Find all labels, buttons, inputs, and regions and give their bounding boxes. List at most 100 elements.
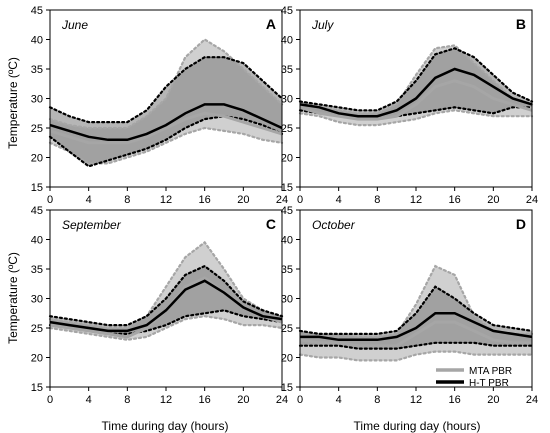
x-tick-label-d-12: 12 xyxy=(410,394,422,406)
x-tick-label-a-8: 8 xyxy=(124,194,130,206)
x-tick-label-d-20: 20 xyxy=(487,394,499,406)
panel-a: 0 4 8 12 16 20 24 15 20 25 30 35 40 45 June A xyxy=(31,5,288,206)
y-axis-label-bottom: Temperature (ºC) xyxy=(6,252,20,344)
max-ht-d xyxy=(298,285,534,335)
x-tick-label-a-0: 0 xyxy=(47,194,53,206)
y-tick-label-b-40: 40 xyxy=(281,35,293,47)
mean-mta-d xyxy=(299,320,532,348)
max-mta-a xyxy=(48,38,284,130)
min-mta-a xyxy=(48,126,284,165)
y-tick-label-a-35: 35 xyxy=(31,64,43,76)
y-tick-label-a-45: 45 xyxy=(31,5,43,17)
panel-b: 0 4 8 12 16 20 24 15 20 25 30 35 40 45 July B xyxy=(281,5,538,206)
x-tick-label-a-12: 12 xyxy=(160,194,172,206)
band-ht-d xyxy=(300,286,532,349)
x-tick-label-c-24: 24 xyxy=(276,394,288,406)
x-axis-label-left: Time during day (hours) xyxy=(102,419,229,433)
y-tick-label-b-30: 30 xyxy=(281,94,293,106)
x-tick-label-d-8: 8 xyxy=(374,394,380,406)
mean-ht-a xyxy=(49,103,283,142)
legend: MTA PBR H-T PBR xyxy=(436,366,512,389)
legend-label-mta: MTA PBR xyxy=(469,366,512,377)
y-tick-label-c-30: 30 xyxy=(31,294,43,306)
panel-d: 0 4 8 12 16 20 24 15 20 25 30 35 40 45 October D xyxy=(281,205,538,406)
x-tick-label-a-16: 16 xyxy=(199,194,211,206)
min-mta-b xyxy=(298,109,534,127)
x-tick-label-b-12: 12 xyxy=(410,194,422,206)
y-tick-label-d-25: 25 xyxy=(281,323,293,335)
y-tick-label-c-40: 40 xyxy=(31,235,43,247)
y-tick-label-b-45: 45 xyxy=(281,5,293,17)
x-tick-label-c-4: 4 xyxy=(86,394,92,406)
x-tick-label-c-16: 16 xyxy=(199,394,211,406)
x-tick-label-d-24: 24 xyxy=(526,394,538,406)
legend-label-ht: H-T PBR xyxy=(469,378,509,389)
y-tick-label-b-35: 35 xyxy=(281,64,293,76)
mean-ht-c xyxy=(49,279,283,333)
max-ht-a xyxy=(48,56,284,124)
x-tick-label-c-12: 12 xyxy=(160,394,172,406)
y-tick-label-d-45: 45 xyxy=(281,205,293,217)
min-ht-d xyxy=(298,341,534,350)
x-tick-label-c-0: 0 xyxy=(47,394,53,406)
panel-c: 0 4 8 12 16 20 24 15 20 25 30 35 40 45 September C xyxy=(31,205,288,406)
y-tick-label-a-40: 40 xyxy=(31,35,43,47)
max-ht-b xyxy=(298,47,534,112)
max-ht-c xyxy=(48,264,284,327)
band-ht-b xyxy=(300,48,532,120)
x-tick-label-b-0: 0 xyxy=(297,194,303,206)
x-tick-label-d-16: 16 xyxy=(449,394,461,406)
y-tick-label-a-15: 15 xyxy=(31,182,43,194)
y-tick-label-d-30: 30 xyxy=(281,294,293,306)
y-tick-label-c-15: 15 xyxy=(31,382,43,394)
x-tick-label-b-16: 16 xyxy=(449,194,461,206)
x-tick-label-a-24: 24 xyxy=(276,194,288,206)
panel-title-b: July xyxy=(311,18,334,32)
max-mta-b xyxy=(298,44,534,115)
x-axis-label-right: Time during day (hours) xyxy=(354,419,481,433)
x-tick-label-b-4: 4 xyxy=(336,194,342,206)
x-tick-label-b-24: 24 xyxy=(526,194,538,206)
min-mta-c xyxy=(48,315,284,341)
panel-letter-b: B xyxy=(516,16,526,32)
mean-ht-b xyxy=(299,67,533,118)
y-axis-label-top: Temperature (ºC) xyxy=(6,57,20,149)
y-tick-label-c-20: 20 xyxy=(31,353,43,365)
mean-ht-d xyxy=(300,312,533,342)
y-tick-label-b-20: 20 xyxy=(281,153,293,165)
y-tick-label-a-30: 30 xyxy=(31,94,43,106)
y-tick-label-d-20: 20 xyxy=(281,353,293,365)
y-tick-label-d-40: 40 xyxy=(281,235,293,247)
mean-mta-b xyxy=(299,79,533,121)
min-ht-a xyxy=(48,115,284,168)
y-tick-label-d-35: 35 xyxy=(281,264,293,276)
panel-letter-a: A xyxy=(266,16,276,32)
x-tick-label-c-8: 8 xyxy=(124,394,130,406)
y-tick-label-a-20: 20 xyxy=(31,153,43,165)
y-tick-label-a-25: 25 xyxy=(31,123,43,135)
y-tick-label-c-45: 45 xyxy=(31,205,43,217)
y-tick-label-c-35: 35 xyxy=(31,264,43,276)
min-mta-d xyxy=(298,350,534,362)
x-tick-label-d-0: 0 xyxy=(297,394,303,406)
panel-title-a: June xyxy=(61,18,88,32)
y-tick-label-d-15: 15 xyxy=(281,382,293,394)
x-tick-label-d-4: 4 xyxy=(336,394,342,406)
panel-letter-c: C xyxy=(266,216,276,232)
x-tick-label-a-4: 4 xyxy=(86,194,92,206)
max-mta-c xyxy=(48,240,284,330)
y-tick-label-c-25: 25 xyxy=(31,323,43,335)
y-tick-label-b-15: 15 xyxy=(281,182,293,194)
plot-frame-d xyxy=(299,209,533,388)
x-tick-label-b-8: 8 xyxy=(374,194,380,206)
band-mta-c xyxy=(50,242,282,340)
x-tick-label-b-20: 20 xyxy=(487,194,499,206)
x-tick-label-c-20: 20 xyxy=(237,394,249,406)
y-tick-label-b-25: 25 xyxy=(281,123,293,135)
panel-letter-d: D xyxy=(516,216,526,232)
band-ht-c xyxy=(50,266,282,334)
x-tick-label-a-20: 20 xyxy=(237,194,249,206)
panel-title-c: September xyxy=(62,218,122,232)
